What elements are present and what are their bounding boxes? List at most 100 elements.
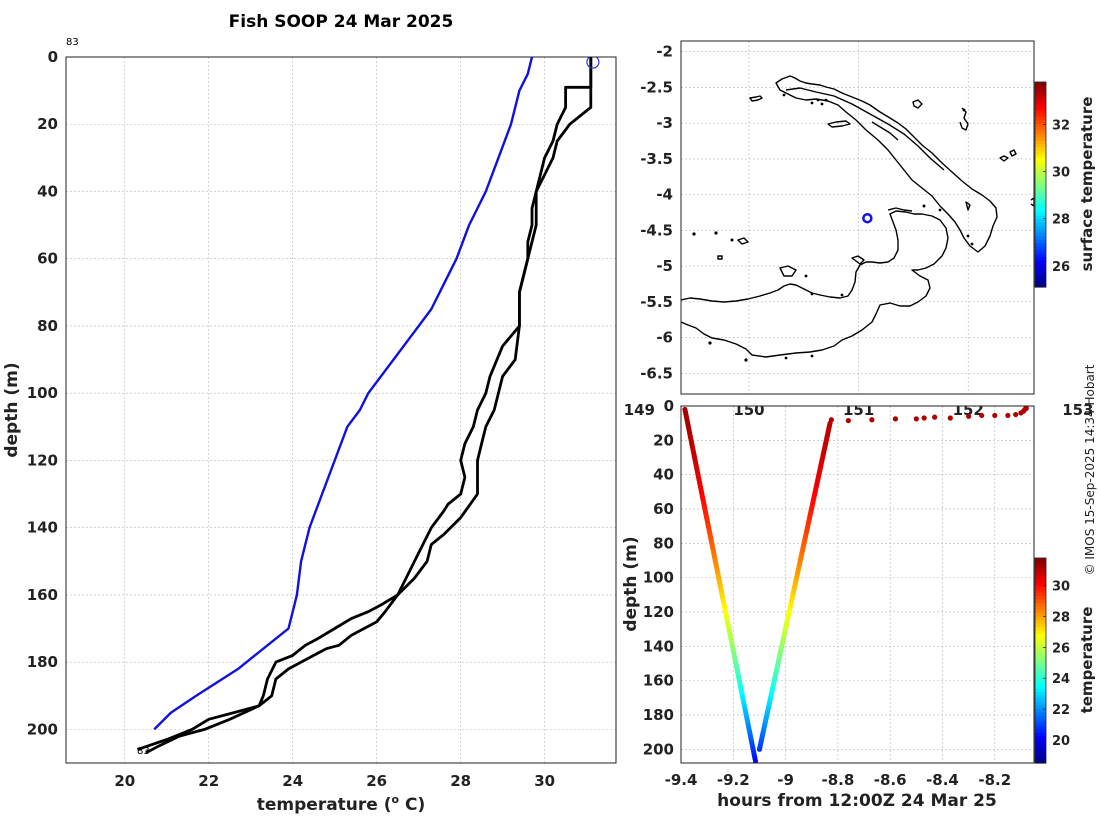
colorbar-segment: [1035, 739, 1046, 744]
x-tick-label: -9.4: [665, 771, 698, 789]
colorbar-tick-label: 30: [1052, 166, 1070, 181]
colorbar-segment: [1035, 123, 1046, 128]
surface-point: [979, 412, 985, 419]
colorbar-segment: [1035, 694, 1046, 699]
colorbar-segment: [1035, 92, 1046, 97]
colorbar-segment: [1035, 646, 1046, 651]
surface-point: [992, 412, 998, 419]
y-tick-label: 160: [643, 672, 674, 690]
colorbar-segment: [1035, 749, 1046, 754]
y-tick-label: -4.5: [640, 221, 673, 239]
series-line-3: [145, 57, 593, 755]
coastline-islet-5: [999, 155, 1009, 162]
colorbar-segment: [1035, 181, 1046, 186]
colorbar-tick-label: 28: [1052, 213, 1070, 228]
colorbar-segment: [1035, 667, 1046, 672]
colorbar-segment: [1035, 184, 1046, 189]
colorbar-tick-label: 26: [1052, 641, 1070, 656]
colorbar-segment: [1035, 129, 1046, 134]
colorbar-segment: [1035, 585, 1046, 590]
colorbar-frame: [1034, 557, 1047, 764]
y-tick-label: 160: [27, 586, 58, 604]
colorbar-segment: [1035, 252, 1046, 257]
colorbar-segment: [1035, 232, 1046, 237]
colorbar-segment: [1035, 660, 1046, 665]
coastline: [681, 75, 1034, 358]
colorbar-tick-label: 26: [1052, 260, 1070, 275]
colorbar-segment: [1035, 228, 1046, 233]
colorbar-segment: [1035, 745, 1046, 750]
colorbar-segment: [1035, 201, 1046, 206]
colorbar-segment: [1035, 722, 1046, 727]
y-tick-label: 0: [48, 48, 58, 66]
y-tick-label: 120: [643, 603, 674, 621]
colorbar-segment: [1035, 698, 1046, 703]
colorbar-tick-label: 22: [1052, 703, 1070, 718]
y-tick-label: 20: [653, 431, 674, 449]
colorbar-segment: [1035, 174, 1046, 179]
coastline-islet-9: [851, 255, 865, 265]
colorbar-segment: [1035, 718, 1046, 723]
colorbar-segment: [1035, 599, 1046, 604]
colorbar-segment: [1035, 643, 1046, 648]
colorbar-segment: [1035, 280, 1046, 285]
colorbar-segment: [1035, 143, 1046, 148]
surface-point: [1005, 412, 1011, 419]
surface-point: [869, 417, 875, 423]
colorbar-segment: [1035, 704, 1046, 709]
x-tick-label: 30: [534, 772, 555, 790]
colorbar-segment: [1035, 153, 1046, 158]
x-tick-label: -9: [777, 771, 794, 789]
coastline-new-britain: [681, 210, 949, 358]
profile-surface-marker: [586, 57, 600, 69]
y-tick-label: -5: [656, 257, 673, 275]
y-tick-label: -3: [656, 114, 673, 132]
colorbar-segment: [1035, 170, 1046, 175]
colorbar-frame: [1034, 81, 1047, 288]
colorbar-segment: [1035, 235, 1046, 240]
profile-series: [136, 57, 600, 755]
surface-point: [966, 413, 972, 419]
profile-tick-labels: 20 22 24 26 28 30 0 20 40 60 80 100 120 140 160 180 200: [27, 48, 555, 790]
colorbar-segment: [1035, 691, 1046, 696]
colorbar-tick-label: 24: [1052, 672, 1070, 687]
colorbar-segment: [1035, 670, 1046, 675]
colorbar-segment: [1035, 109, 1046, 114]
x-tick-label: 149: [624, 401, 655, 419]
colorbar-segment: [1035, 99, 1046, 104]
overlap-mask: [681, 400, 1034, 406]
coastline-new-ireland: [775, 75, 998, 253]
colorbar-segment: [1035, 616, 1046, 621]
y-tick-label: 140: [643, 637, 674, 655]
colorbar-segment: [1035, 595, 1046, 600]
colorbar-segment: [1035, 85, 1046, 90]
y-tick-label: 200: [27, 720, 58, 738]
colorbar-segment: [1035, 266, 1046, 271]
y-tick-label: 80: [653, 534, 674, 552]
colorbar-segment: [1035, 650, 1046, 655]
colorbar-segment: [1035, 222, 1046, 227]
colorbar-segment: [1035, 609, 1046, 614]
surface-point: [921, 415, 927, 421]
coastline-new-hanover: [871, 121, 899, 141]
coastline-islet-1: [749, 95, 763, 102]
colorbar-segment: [1035, 578, 1046, 583]
colorbar-segment: [1035, 140, 1046, 145]
colorbar-tick-label: 30: [1052, 580, 1070, 595]
x-tick-label: 22: [198, 772, 219, 790]
depth-time-tick-labels: -9.4 -9.2 -9 -8.8 -8.6 -8.4 -8.2 0 20 40 60 80 100 12…: [643, 397, 1011, 789]
colorbar-segment: [1035, 112, 1046, 117]
coastline-gazelle: [887, 207, 913, 212]
y-tick-label: -2: [656, 43, 673, 61]
colorbar-segment: [1035, 215, 1046, 220]
colorbar-segment: [1035, 568, 1046, 573]
colorbar-segment: [1035, 211, 1046, 216]
coastline-islet-12: [717, 255, 723, 260]
colorbar-segment: [1035, 167, 1046, 172]
colorbar-segment: [1035, 259, 1046, 264]
surface-point: [913, 416, 919, 422]
colorbar-segment: [1035, 622, 1046, 627]
y-tick-label: -6: [656, 329, 673, 347]
